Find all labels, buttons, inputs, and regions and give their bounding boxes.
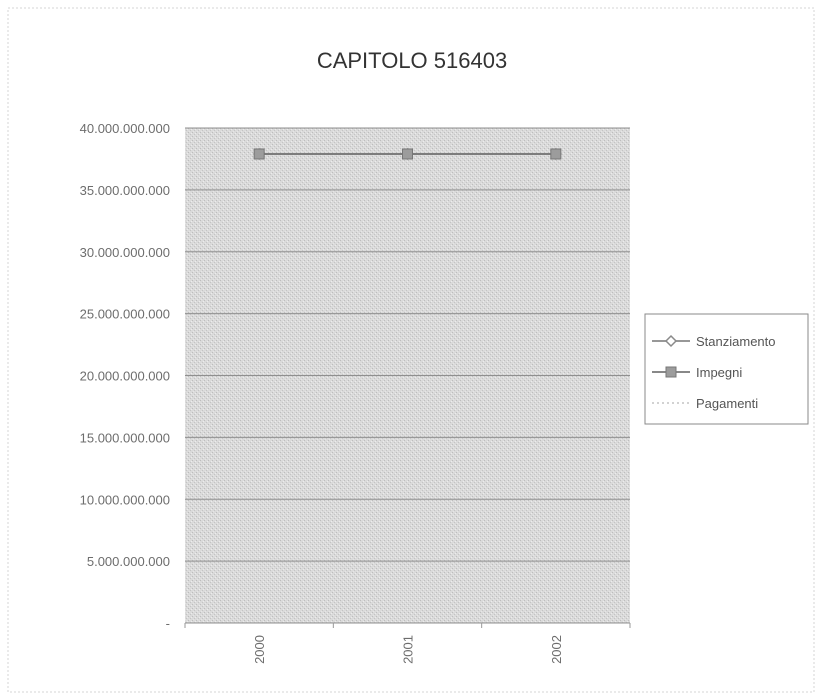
legend-label: Impegni <box>696 365 742 380</box>
y-tick-label: 5.000.000.000 <box>87 554 170 569</box>
y-tick-label: - <box>166 616 170 631</box>
legend: Stanziamento Impegni Pagamenti <box>644 313 809 425</box>
series-lines <box>253 147 562 161</box>
x-tick-label: 2000 <box>252 635 267 664</box>
y-tick-label: 25.000.000.000 <box>80 307 170 322</box>
x-tick-label: 2001 <box>401 635 416 664</box>
data-point-impegni <box>253 148 265 160</box>
y-tick-label: 35.000.000.000 <box>80 183 170 198</box>
y-axis-ticks: - 5.000.000.000 10.000.000.000 15.000.000.0… <box>80 121 170 631</box>
legend-label: Stanziamento <box>696 334 776 349</box>
x-axis-ticks: 2000 2001 2002 <box>184 623 631 664</box>
y-tick-label: 30.000.000.000 <box>80 245 170 260</box>
y-tick-label: 20.000.000.000 <box>80 369 170 384</box>
gridlines <box>185 127 630 624</box>
legend-marker <box>665 366 677 378</box>
legend-label: Pagamenti <box>696 396 758 411</box>
y-tick-label: 10.000.000.000 <box>80 492 170 507</box>
data-point-impegni <box>402 148 413 160</box>
y-tick-label: 15.000.000.000 <box>80 430 170 445</box>
data-point-impegni <box>550 148 562 160</box>
legend-marker <box>664 334 678 348</box>
x-tick-label: 2002 <box>549 635 564 664</box>
y-tick-label: 40.000.000.000 <box>80 121 170 136</box>
chart-title: CAPITOLO 516403 <box>317 48 507 73</box>
